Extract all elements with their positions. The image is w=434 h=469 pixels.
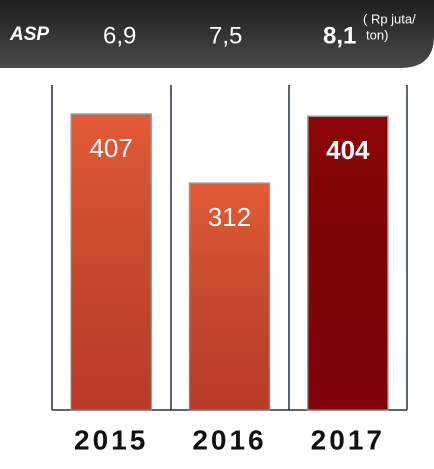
asp-value: 8,1	[323, 22, 356, 49]
asp-unit: ( Rp juta/	[363, 11, 416, 26]
value-label: 312	[208, 202, 251, 232]
asp-value: 6,9	[103, 22, 136, 49]
x-tick-label: 2015	[74, 424, 148, 455]
asp-value: 7,5	[209, 22, 242, 49]
asp-unit: ton)	[366, 27, 388, 42]
header-band	[0, 0, 434, 68]
value-label: 404	[326, 135, 370, 165]
header-label: ASP	[9, 24, 49, 45]
x-tick-label: 2016	[192, 424, 266, 455]
value-label: 407	[89, 133, 132, 163]
x-tick-label: 2017	[311, 424, 385, 455]
